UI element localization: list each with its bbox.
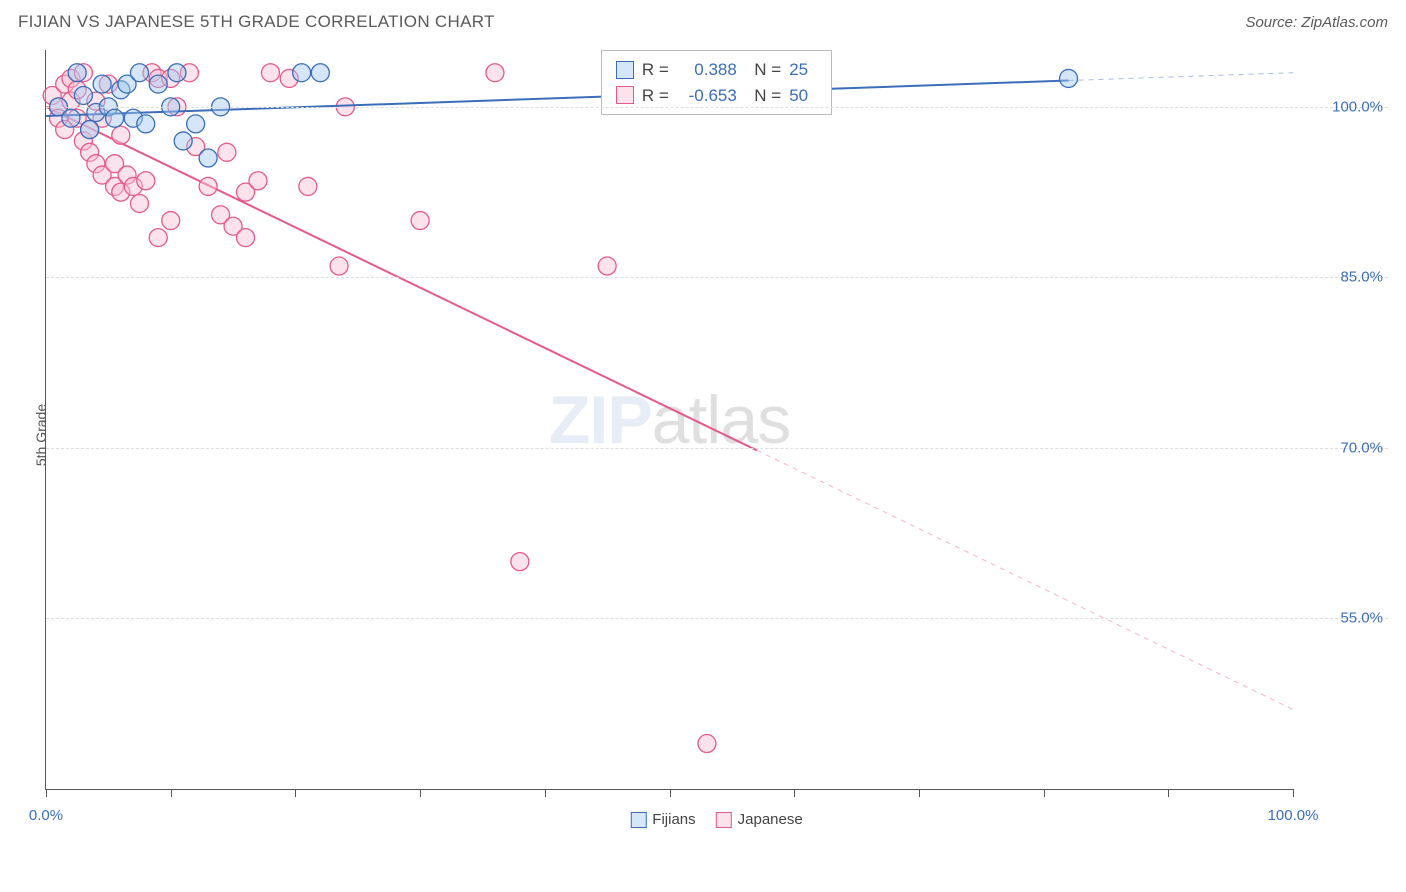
x-tick — [1044, 789, 1045, 797]
stat-n-value: 25 — [789, 57, 817, 83]
legend-swatch — [630, 812, 646, 828]
x-tick — [46, 789, 47, 797]
x-tick — [670, 789, 671, 797]
legend-item: Japanese — [716, 811, 803, 828]
gridline — [46, 448, 1388, 449]
gridline — [46, 107, 1388, 108]
stat-r-value: 0.388 — [677, 57, 737, 83]
x-tick-label-left: 0.0% — [29, 807, 63, 824]
stat-n-label: N = — [745, 83, 781, 109]
x-tick — [171, 789, 172, 797]
stat-swatch — [616, 86, 634, 104]
x-tick — [1293, 789, 1294, 797]
stat-row: R = 0.388 N = 25 — [616, 57, 817, 83]
stat-n-value: 50 — [789, 83, 817, 109]
x-tick — [420, 789, 421, 797]
legend-item: Fijians — [630, 811, 695, 828]
x-tick — [794, 789, 795, 797]
plot-area: ZIPatlas R = 0.388 N = 25R = -0.653 N = … — [45, 50, 1293, 790]
stat-r-value: -0.653 — [677, 83, 737, 109]
plot-svg — [46, 50, 1293, 789]
legend-label: Japanese — [738, 811, 803, 828]
chart-source: Source: ZipAtlas.com — [1245, 14, 1388, 31]
x-tick — [1168, 789, 1169, 797]
bottom-legend: Fijians Japanese — [630, 811, 802, 828]
y-tick-label: 70.0% — [1340, 439, 1383, 456]
x-tick — [295, 789, 296, 797]
gridline — [46, 277, 1388, 278]
chart-header: FIJIAN VS JAPANESE 5TH GRADE CORRELATION… — [0, 0, 1406, 40]
legend-label: Fijians — [652, 811, 695, 828]
y-tick-label: 85.0% — [1340, 269, 1383, 286]
stat-r-label: R = — [642, 83, 669, 109]
stat-swatch — [616, 61, 634, 79]
x-tick-label-right: 100.0% — [1268, 807, 1319, 824]
chart-container: 5th Grade ZIPatlas R = 0.388 N = 25R = -… — [45, 40, 1388, 830]
chart-title: FIJIAN VS JAPANESE 5TH GRADE CORRELATION… — [18, 12, 495, 32]
x-tick — [545, 789, 546, 797]
y-tick-label: 55.0% — [1340, 610, 1383, 627]
correlation-stat-box: R = 0.388 N = 25R = -0.653 N = 50 — [601, 50, 832, 115]
y-tick-label: 100.0% — [1332, 98, 1383, 115]
stat-r-label: R = — [642, 57, 669, 83]
legend-swatch — [716, 812, 732, 828]
stat-n-label: N = — [745, 57, 781, 83]
x-tick — [919, 789, 920, 797]
stat-row: R = -0.653 N = 50 — [616, 83, 817, 109]
gridline — [46, 618, 1388, 619]
